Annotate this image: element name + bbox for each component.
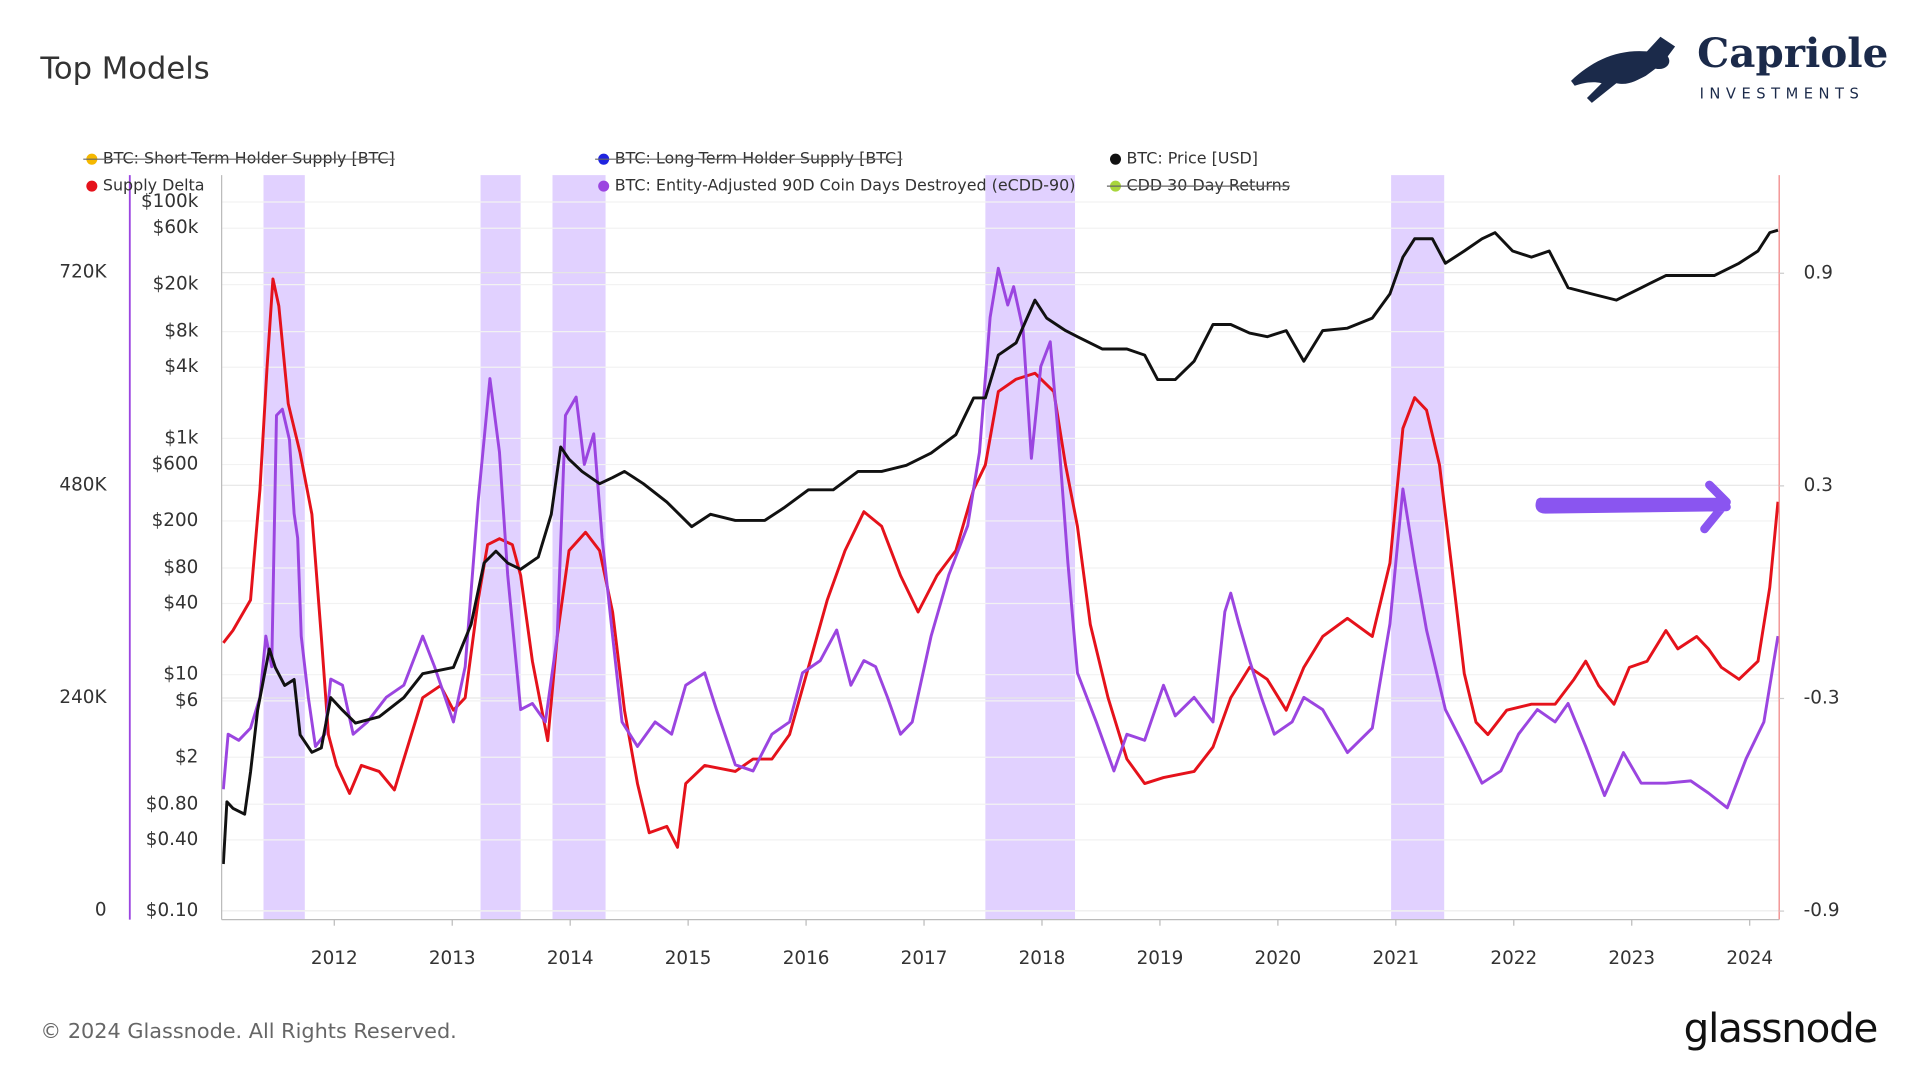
right-tick-label: 0.9 <box>1804 262 1833 283</box>
x-tick-label: 2014 <box>547 948 594 969</box>
right-tick-label: 0.3 <box>1804 475 1833 496</box>
x-tick-label: 2021 <box>1372 948 1419 969</box>
series-line <box>221 228 1779 865</box>
legend: BTC: Short-Term Holder Supply [BTC] BTC: … <box>83 149 1291 195</box>
legend-marker <box>86 180 98 192</box>
left-tick-label: 240K <box>59 687 107 708</box>
price-tick-label: $4k <box>164 356 198 377</box>
price-tick-label: $2 <box>175 746 198 767</box>
axes: 0 240K 480K 720K $0.10 $0.40 $0.80 $2 $6 $10 $40 $8… <box>59 175 1840 969</box>
series-line <box>221 266 1780 810</box>
price-tick-label: $100k <box>141 191 199 212</box>
right-tick-label: -0.9 <box>1804 900 1840 921</box>
footer-copyright: © 2024 Glassnode. All Rights Reserved. <box>40 1019 456 1043</box>
legend-label: BTC: Price [USD] <box>1127 149 1258 168</box>
series-line <box>222 277 1780 849</box>
legend-label: BTC: Entity-Adjusted 90D Coin Days Destr… <box>615 176 1076 195</box>
legend-label: CDD 30 Day Returns <box>1127 176 1291 195</box>
x-tick-label: 2019 <box>1137 948 1184 969</box>
left-tick-label: 0 <box>95 900 107 921</box>
price-tick-label: $80 <box>163 557 198 578</box>
shaded-range <box>985 175 1076 920</box>
price-tick-label: $0.80 <box>146 793 199 814</box>
shaded-range <box>1391 175 1445 920</box>
legend-marker <box>598 180 610 192</box>
brand-name: Capriole <box>1697 29 1888 77</box>
x-tick-label: 2023 <box>1608 948 1655 969</box>
price-tick-label: $200 <box>152 510 199 531</box>
price-tick-label: $20k <box>153 274 199 295</box>
price-tick-label: $60k <box>153 217 199 238</box>
x-tick-label: 2013 <box>429 948 476 969</box>
left-tick-label: 720K <box>59 262 107 283</box>
price-tick-label: $1k <box>164 427 198 448</box>
legend-label: Supply Delta <box>103 176 205 195</box>
x-tick-label: 2020 <box>1255 948 1302 969</box>
legend-marker <box>1110 153 1122 165</box>
right-tick-label: -0.3 <box>1804 687 1840 708</box>
price-tick-label: $6 <box>175 690 198 711</box>
x-tick-label: 2022 <box>1490 948 1537 969</box>
price-tick-label: $600 <box>152 454 199 475</box>
annotation-arrow <box>1535 480 1731 534</box>
brand-logo: Capriole INVESTMENTS <box>1571 29 1888 103</box>
x-tick-label: 2018 <box>1019 948 1066 969</box>
x-tick-label: 2012 <box>311 948 358 969</box>
shaded-ranges <box>263 175 1445 920</box>
x-tick-label: 2015 <box>665 948 712 969</box>
price-tick-label: $8k <box>164 321 198 342</box>
price-tick-label: $40 <box>163 593 198 614</box>
x-tick-label: 2024 <box>1726 948 1773 969</box>
legend-label: BTC: Short-Term Holder Supply [BTC] <box>103 149 395 168</box>
x-tick-label: 2017 <box>901 948 948 969</box>
price-tick-label: $0.40 <box>146 829 199 850</box>
legend-label: BTC: Long-Term Holder Supply [BTC] <box>615 149 903 168</box>
price-tick-label: $0.10 <box>146 900 199 921</box>
lines <box>221 228 1780 865</box>
chart-title: Top Models <box>39 51 209 86</box>
left-tick-label: 480K <box>59 474 107 495</box>
price-tick-label: $10 <box>163 664 198 685</box>
footer-logo: glassnode <box>1684 1004 1877 1052</box>
x-tick-label: 2016 <box>783 948 830 969</box>
horse-icon <box>1571 36 1676 103</box>
brand-sub: INVESTMENTS <box>1700 85 1865 102</box>
